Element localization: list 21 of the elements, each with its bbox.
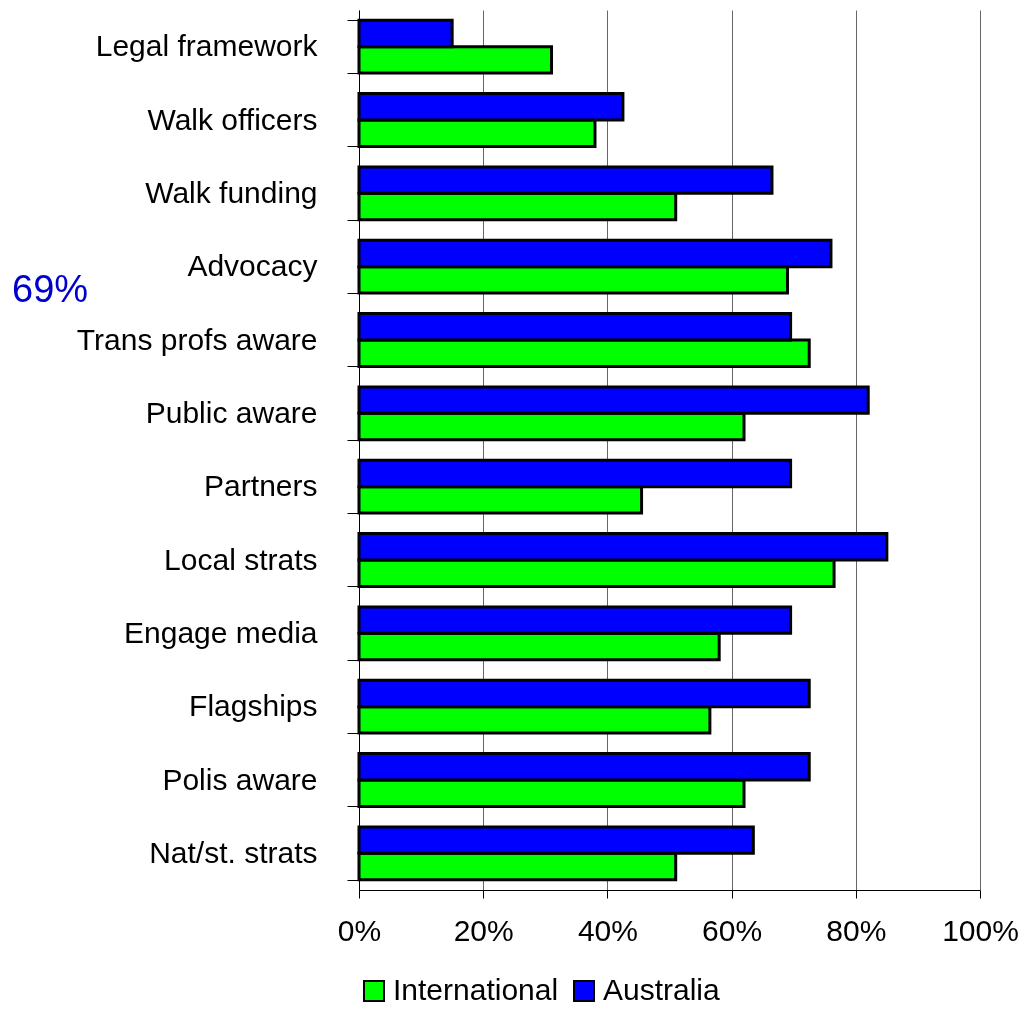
- y-tick-label: Walk funding: [145, 175, 318, 209]
- legend-label: International: [393, 973, 559, 1006]
- x-tick-label: 60%: [702, 913, 763, 947]
- y-tick-label: Partners: [204, 469, 318, 503]
- x-tick-label: 80%: [826, 913, 887, 947]
- y-tick-label: Advocacy: [187, 249, 318, 283]
- y-tick-label: Nat/st. strats: [149, 835, 318, 869]
- y-tick-label: Legal framework: [95, 29, 319, 63]
- x-tick-label: 0%: [337, 913, 382, 947]
- y-tick-label: Public aware: [145, 395, 318, 429]
- y-tick-label: Trans profs aware: [76, 322, 318, 356]
- y-tick-label: Polis aware: [162, 762, 318, 796]
- text: 69%: [12, 268, 89, 311]
- x-tick-label: 40%: [577, 913, 638, 947]
- y-tick-label: Flagships: [189, 689, 318, 723]
- x-tick-label: 20%: [453, 913, 514, 947]
- y-tick-label: Local strats: [164, 542, 318, 576]
- legend-label: Australia: [603, 973, 721, 1006]
- x-tick-label: 100%: [942, 913, 1019, 947]
- y-tick-label: Engage media: [124, 615, 318, 649]
- y-tick-label: Walk officers: [147, 102, 318, 136]
